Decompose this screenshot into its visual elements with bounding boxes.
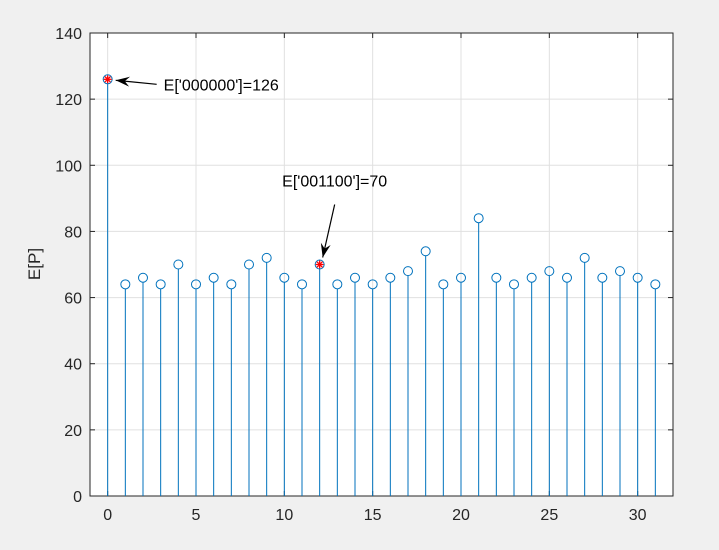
annotation-arrow-head xyxy=(115,76,131,87)
stem-marker xyxy=(473,213,484,224)
stem-marker xyxy=(420,246,431,257)
highlight-marker xyxy=(315,260,324,269)
tick-labels: 0 5 10 15 20 25 30 0 20 40 60 80 100 120 140 xyxy=(55,26,646,524)
stem-marker xyxy=(456,272,466,283)
axes-box xyxy=(89,32,674,497)
stem-marker xyxy=(120,279,131,290)
y-tick-label: 80 xyxy=(64,224,82,241)
stem-marker xyxy=(615,266,625,277)
stem-marker xyxy=(102,74,113,85)
stem-marker xyxy=(403,266,413,277)
stem-marker xyxy=(350,272,360,283)
stem-marker xyxy=(332,279,343,290)
stem-marker xyxy=(226,279,237,290)
stem-marker xyxy=(297,279,307,290)
highlight-marker xyxy=(103,75,112,84)
annotation-label: E['001100']=70 xyxy=(282,174,387,191)
plot-area xyxy=(90,33,673,496)
stem-marker xyxy=(208,272,219,283)
stem-marker xyxy=(632,272,643,283)
stem-marker xyxy=(438,279,449,290)
annotations: E['000000']=126 E['001100']=70 xyxy=(115,76,387,258)
stem-marker xyxy=(491,272,502,283)
y-tick-label: 60 xyxy=(64,291,82,308)
stem-marker xyxy=(509,279,519,290)
stem-marker xyxy=(562,272,572,283)
stem-marker xyxy=(367,279,378,290)
annotation-label: E['000000']=126 xyxy=(164,77,279,94)
stem-marker xyxy=(191,279,201,290)
x-tick-label: 5 xyxy=(192,507,201,524)
stem-marker xyxy=(650,279,661,290)
stem-marker xyxy=(173,259,184,270)
annotation-arrow-head xyxy=(320,242,331,258)
stem-marker xyxy=(385,272,396,283)
stem-marker xyxy=(544,266,555,277)
grid-lines xyxy=(90,32,673,497)
y-tick-label: 0 xyxy=(73,489,82,506)
x-tick-label: 25 xyxy=(540,507,558,524)
x-tick-label: 30 xyxy=(629,507,647,524)
stem-series xyxy=(102,74,661,496)
stem-marker xyxy=(138,272,148,283)
stem-marker xyxy=(314,259,325,270)
x-tick-label: 10 xyxy=(275,507,293,524)
y-tick-label: 20 xyxy=(64,423,82,440)
x-tick-label: 0 xyxy=(103,507,112,524)
x-tick-label: 20 xyxy=(452,507,470,524)
stem-marker xyxy=(579,252,590,263)
y-tick-label: 140 xyxy=(55,26,82,43)
stem-marker xyxy=(261,252,272,263)
y-axis-label: E[P] xyxy=(25,248,44,280)
x-tick-label: 15 xyxy=(364,507,382,524)
stem-marker xyxy=(155,279,166,290)
stem-marker xyxy=(597,272,608,283)
y-tick-label: 100 xyxy=(55,158,82,175)
stem-marker xyxy=(526,272,537,283)
stem-marker xyxy=(279,272,290,283)
stem-marker xyxy=(244,259,254,270)
y-tick-label: 40 xyxy=(64,357,82,374)
y-tick-label: 120 xyxy=(55,92,82,109)
